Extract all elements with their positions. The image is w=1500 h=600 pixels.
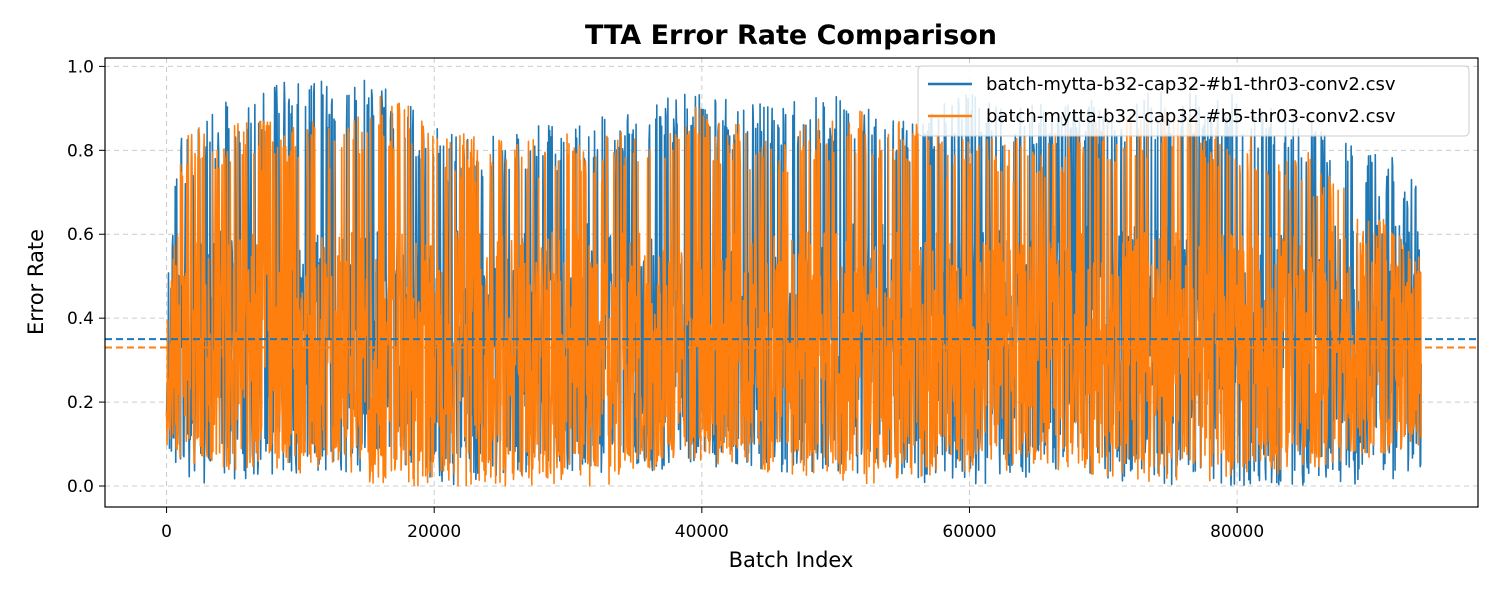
x-tick-label: 40000: [675, 522, 729, 542]
x-axis-label: Batch Index: [729, 548, 854, 572]
plot-area: [165, 79, 1422, 487]
series-line-2: [165, 95, 1422, 487]
y-tick-label: 0.2: [67, 393, 94, 413]
y-tick-label: 0.0: [67, 477, 94, 497]
y-tick-label: 0.6: [67, 225, 94, 245]
y-tick-label: 1.0: [67, 57, 94, 77]
legend-label-b5: batch-mytta-b32-cap32-#b5-thr03-conv2.cs…: [986, 106, 1396, 127]
legend-label-b1: batch-mytta-b32-cap32-#b1-thr03-conv2.cs…: [986, 74, 1396, 95]
plot-frame: [104, 57, 1479, 508]
y-tick-label: 0.4: [67, 309, 94, 329]
x-tick-label: 20000: [407, 522, 461, 542]
y-axis: 0.0 0.2 0.4 0.6 0.8 1.0: [67, 57, 105, 497]
legend: batch-mytta-b32-cap32-#b1-thr03-conv2.cs…: [917, 65, 1470, 137]
legend-box: [917, 65, 1470, 137]
x-axis: 0 20000 40000 60000 80000: [161, 507, 1264, 542]
y-tick-label: 0.8: [67, 141, 94, 161]
x-tick-label: 60000: [942, 522, 996, 542]
chart-title: TTA Error Rate Comparison: [585, 20, 997, 51]
x-tick-label: 0: [161, 522, 172, 542]
y-axis-label: Error Rate: [24, 229, 48, 335]
x-tick-label: 80000: [1210, 522, 1264, 542]
mean-lines: [105, 338, 1478, 349]
